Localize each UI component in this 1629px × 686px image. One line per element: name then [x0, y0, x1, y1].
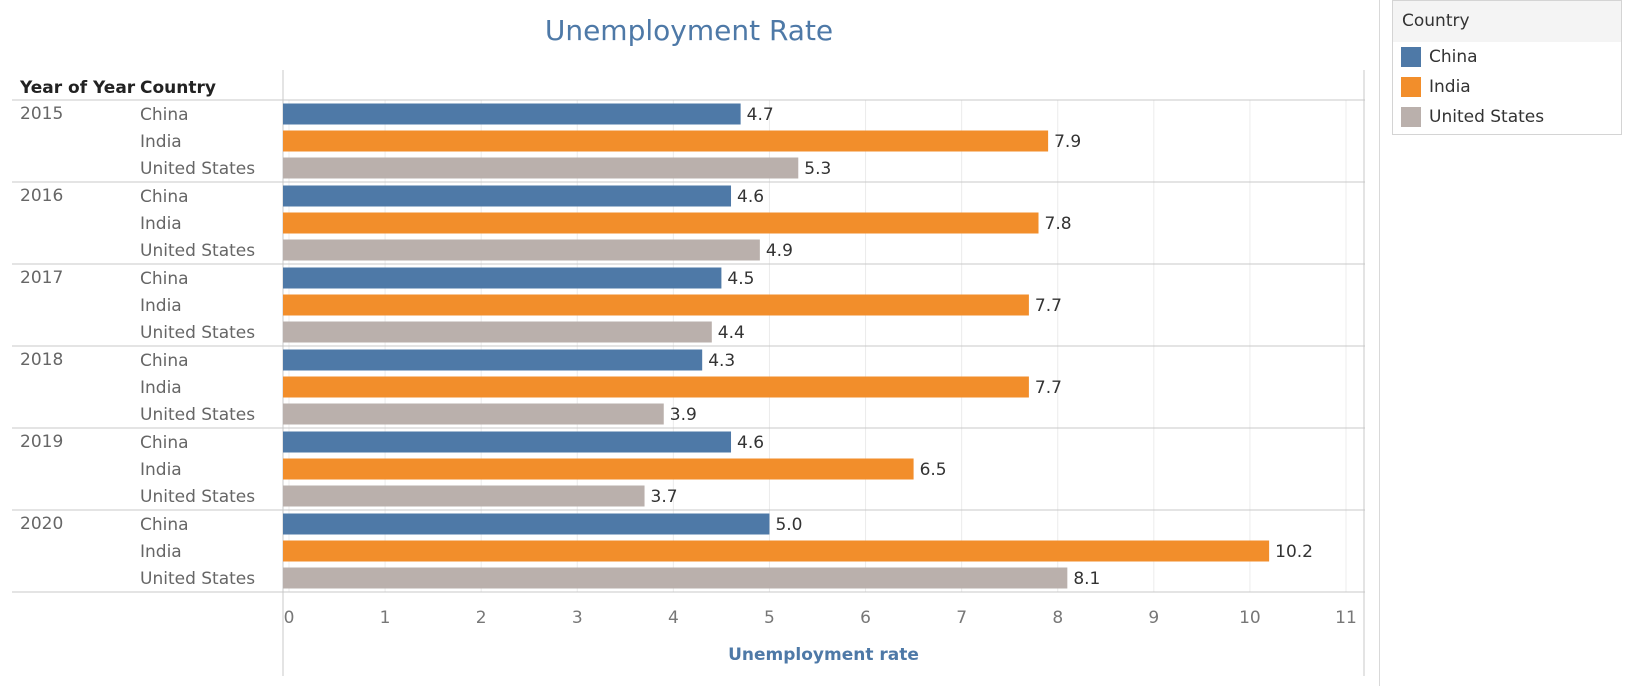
bar: [283, 431, 732, 453]
country-label: India: [140, 378, 182, 398]
bar: [283, 376, 1029, 398]
bar: [283, 294, 1029, 316]
year-label: 2016: [20, 186, 63, 206]
x-tick-label: 4: [668, 608, 679, 628]
data-label: 4.4: [718, 323, 745, 343]
data-label: 7.7: [1035, 296, 1062, 316]
data-label: 5.3: [804, 159, 831, 179]
bar: [283, 212, 1039, 234]
country-label: China: [140, 269, 189, 289]
year-label: 2020: [20, 514, 63, 534]
x-tick-label: 10: [1239, 608, 1261, 628]
country-label: China: [140, 187, 189, 207]
country-label: India: [140, 460, 182, 480]
data-label: 7.9: [1054, 132, 1081, 152]
legend-item-united-states[interactable]: United States: [1393, 102, 1621, 132]
x-tick-label: 2: [476, 608, 487, 628]
data-label: 8.1: [1073, 569, 1100, 589]
x-tick-label: 11: [1335, 608, 1357, 628]
x-tick-label: 1: [380, 608, 391, 628]
bar: [283, 157, 799, 179]
bar: [283, 485, 645, 507]
country-column-header: Country: [140, 78, 216, 98]
x-tick-label: 5: [764, 608, 775, 628]
bar: [283, 349, 703, 371]
legend: Country China India United States: [1392, 0, 1622, 135]
data-label: 7.8: [1045, 214, 1072, 234]
data-label: 10.2: [1275, 542, 1313, 562]
country-label: India: [140, 296, 182, 316]
legend-item-china[interactable]: China: [1393, 42, 1621, 72]
x-tick-label: 6: [860, 608, 871, 628]
bar: [283, 103, 741, 125]
data-label: 4.3: [708, 351, 735, 371]
country-label: United States: [140, 241, 255, 261]
country-label: China: [140, 351, 189, 371]
country-label: United States: [140, 487, 255, 507]
panel-divider: [1379, 0, 1380, 686]
x-tick-label: 9: [1148, 608, 1159, 628]
bar: [283, 540, 1270, 562]
data-label: 3.7: [651, 487, 678, 507]
country-label: India: [140, 542, 182, 562]
legend-label: United States: [1429, 107, 1545, 127]
x-axis-label: Unemployment rate: [728, 645, 919, 665]
country-label: United States: [140, 405, 255, 425]
legend-label: China: [1429, 47, 1478, 67]
x-tick-label: 8: [1052, 608, 1063, 628]
data-label: 7.7: [1035, 378, 1062, 398]
data-label: 4.7: [747, 105, 774, 125]
country-label: India: [140, 214, 182, 234]
legend-title: Country: [1393, 1, 1621, 42]
legend-swatch: [1401, 77, 1421, 97]
country-label: India: [140, 132, 182, 152]
x-tick-label: 3: [572, 608, 583, 628]
country-label: United States: [140, 569, 255, 589]
year-label: 2018: [20, 350, 63, 370]
data-label: 6.5: [920, 460, 947, 480]
bar: [283, 130, 1049, 152]
data-label: 4.9: [766, 241, 793, 261]
legend-swatch: [1401, 47, 1421, 67]
bar: [283, 185, 732, 207]
x-tick-label: 7: [956, 608, 967, 628]
bar: [283, 567, 1068, 589]
year-label: 2019: [20, 432, 63, 452]
bar: [283, 267, 722, 289]
x-tick-label: 0: [284, 608, 295, 628]
bar: [283, 239, 760, 261]
year-label: 2015: [20, 104, 63, 124]
country-label: United States: [140, 159, 255, 179]
bar: [283, 403, 664, 425]
data-label: 4.5: [727, 269, 754, 289]
legend-label: India: [1429, 77, 1471, 97]
bar: [283, 321, 712, 343]
year-label: 2017: [20, 268, 63, 288]
data-label: 3.9: [670, 405, 697, 425]
legend-item-india[interactable]: India: [1393, 72, 1621, 102]
chart-title: Unemployment Rate: [544, 14, 834, 47]
data-label: 4.6: [737, 433, 764, 453]
country-label: United States: [140, 323, 255, 343]
year-column-header: Year of Year: [19, 78, 136, 98]
country-label: China: [140, 515, 189, 535]
country-label: China: [140, 105, 189, 125]
bar: [283, 458, 914, 480]
country-label: China: [140, 433, 189, 453]
data-label: 4.6: [737, 187, 764, 207]
bar: [283, 513, 770, 535]
legend-swatch: [1401, 107, 1421, 127]
data-label: 5.0: [775, 515, 802, 535]
